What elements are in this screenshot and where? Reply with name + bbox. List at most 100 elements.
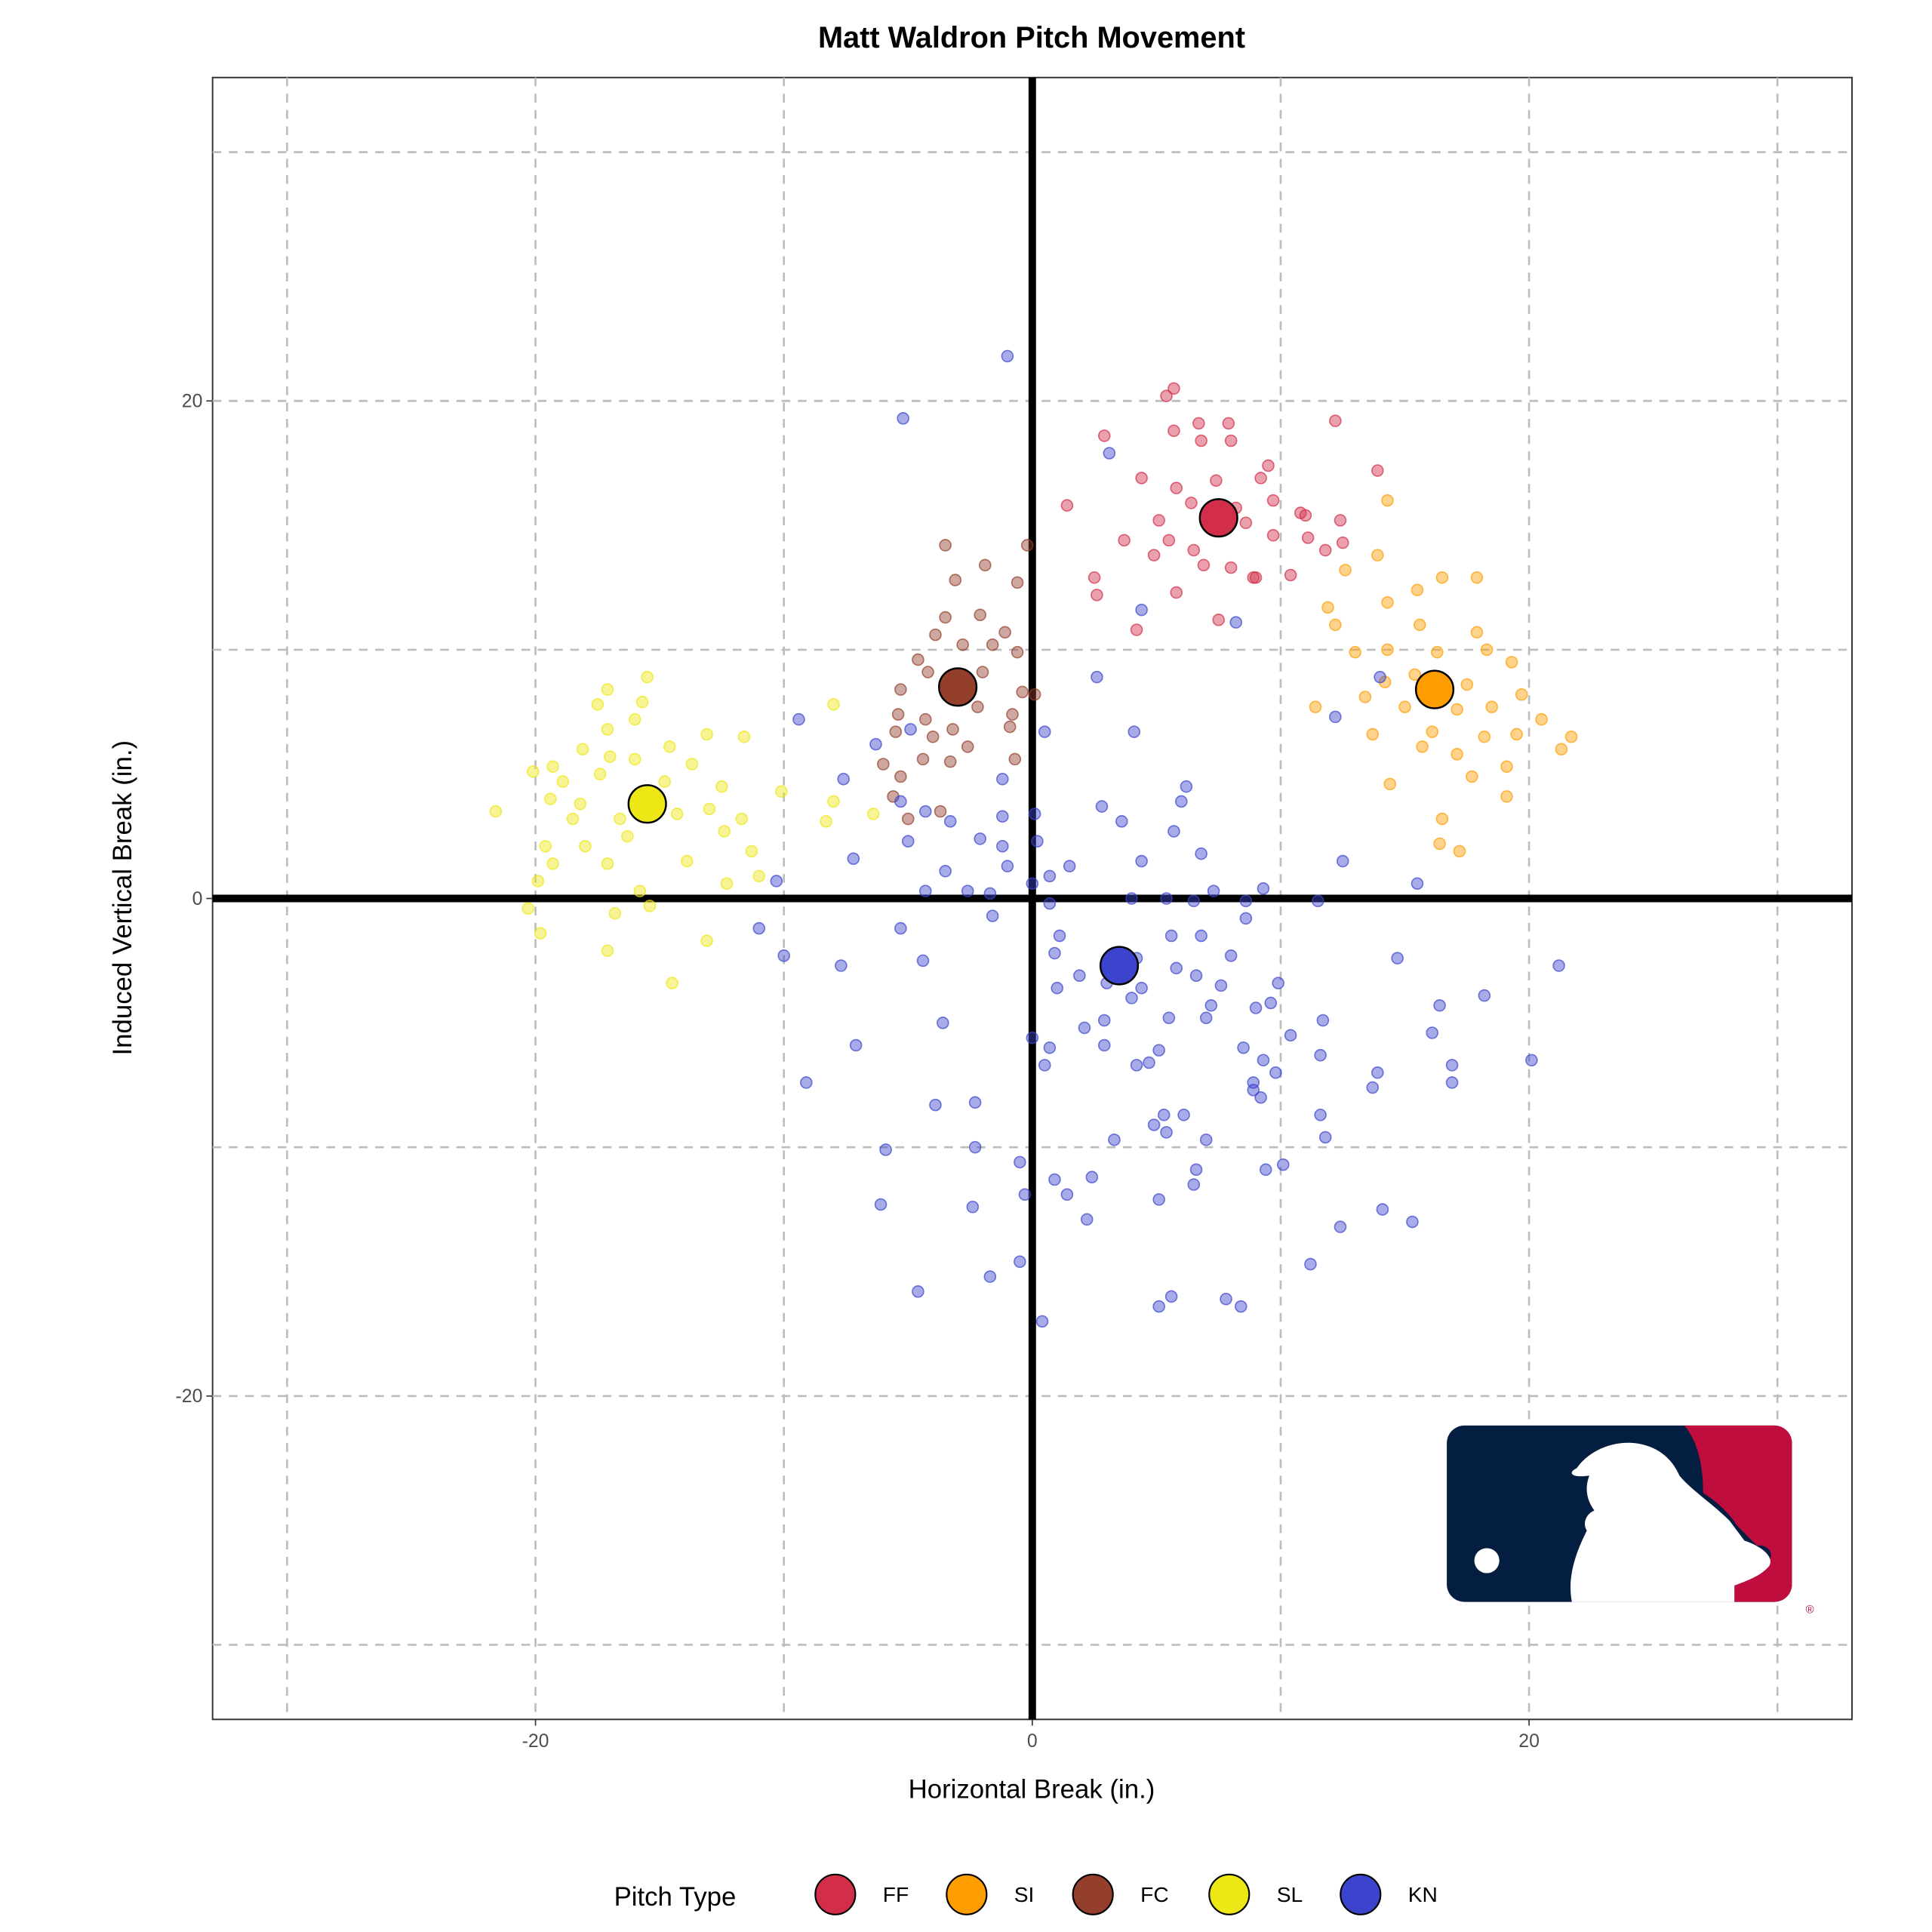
- point-kn: [961, 884, 974, 897]
- zero-lines: [212, 77, 1852, 1720]
- point-kn: [1187, 894, 1201, 908]
- point-ff: [1284, 568, 1297, 582]
- point-kn: [1043, 1041, 1057, 1054]
- point-fc: [978, 558, 992, 572]
- point-kn: [1316, 1014, 1330, 1027]
- point-kn: [1053, 929, 1066, 943]
- point-kn: [1312, 894, 1324, 908]
- point-kn: [937, 1017, 949, 1029]
- point-ff: [1262, 459, 1275, 472]
- point-kn: [847, 852, 860, 866]
- point-kn: [1237, 1041, 1250, 1054]
- point-ff: [1118, 534, 1131, 547]
- legend-label-fc: FC: [1140, 1883, 1169, 1906]
- point-sl: [489, 804, 503, 818]
- point-fc: [1011, 576, 1024, 589]
- point-kn: [968, 1096, 982, 1109]
- legend-key-fc: [1072, 1873, 1114, 1915]
- point-sl: [681, 854, 694, 868]
- point-ff: [1371, 464, 1384, 477]
- point-kn: [986, 909, 999, 922]
- legend-label-ff: FF: [883, 1883, 909, 1906]
- point-ff: [1185, 497, 1198, 509]
- point-kn: [894, 921, 907, 935]
- point-sl: [579, 840, 592, 853]
- y-tick-label: 0: [192, 889, 203, 909]
- point-fc: [1028, 688, 1041, 701]
- point-kn: [1001, 349, 1014, 363]
- point-fc: [1008, 752, 1022, 766]
- point-kn: [1199, 1011, 1213, 1025]
- point-si: [1381, 494, 1394, 507]
- point-kn: [1336, 854, 1349, 868]
- point-kn: [1239, 894, 1253, 908]
- point-sl: [539, 840, 552, 853]
- point-kn: [1080, 1213, 1094, 1226]
- point-kn: [1001, 860, 1014, 872]
- point-fc: [889, 725, 903, 738]
- point-sl: [544, 792, 557, 805]
- point-fc: [998, 626, 1011, 639]
- point-sl: [700, 934, 713, 947]
- point-sl: [593, 768, 607, 780]
- point-kn: [869, 737, 882, 751]
- point-si: [1381, 595, 1394, 609]
- point-kn: [1164, 929, 1178, 943]
- point-si: [1466, 770, 1478, 783]
- point-kn: [974, 832, 986, 845]
- point-kn: [1264, 996, 1278, 1010]
- point-kn: [968, 1140, 982, 1154]
- point-fc: [877, 758, 890, 771]
- point-fc: [916, 752, 930, 766]
- point-kn: [1314, 1109, 1327, 1121]
- x-tick-label: 20: [1518, 1731, 1540, 1752]
- point-fc: [939, 539, 952, 552]
- point-kn: [1224, 949, 1238, 962]
- point-sl: [718, 825, 731, 838]
- point-si: [1470, 626, 1484, 639]
- point-kn: [1426, 1026, 1439, 1039]
- point-ff: [1210, 474, 1223, 488]
- point-ff: [1162, 534, 1176, 547]
- point-kn: [1318, 1131, 1332, 1144]
- point-kn: [1478, 989, 1491, 1002]
- point-kn: [1257, 1054, 1270, 1067]
- point-kn: [1284, 1029, 1297, 1042]
- point-ff: [1195, 434, 1208, 448]
- legend-key-ff: [814, 1873, 857, 1915]
- point-kn: [929, 1098, 942, 1112]
- point-sl: [685, 758, 699, 771]
- point-kn: [1014, 1155, 1026, 1169]
- point-si: [1485, 700, 1498, 713]
- point-kn: [1103, 447, 1116, 460]
- point-kn: [1147, 1118, 1161, 1131]
- point-si: [1515, 688, 1528, 701]
- point-ff: [1170, 586, 1183, 599]
- point-kn: [874, 1198, 888, 1211]
- y-tick-label: -20: [176, 1386, 203, 1407]
- legend-label-sl: SL: [1277, 1883, 1303, 1906]
- point-kn: [894, 795, 907, 808]
- point-sl: [628, 712, 641, 726]
- point-si: [1451, 703, 1463, 716]
- point-kn: [752, 921, 766, 935]
- point-fc: [1003, 720, 1017, 734]
- point-ff: [1318, 543, 1332, 557]
- point-kn: [1125, 992, 1138, 1004]
- point-kn: [1051, 981, 1064, 995]
- point-sl: [670, 808, 684, 820]
- point-kn: [770, 875, 783, 888]
- point-si: [1510, 728, 1523, 741]
- point-sl: [601, 857, 614, 870]
- point-kn: [1199, 1133, 1213, 1146]
- point-kn: [777, 949, 790, 962]
- point-kn: [1152, 1193, 1165, 1206]
- point-sl: [663, 740, 676, 753]
- point-kn: [1187, 1178, 1201, 1191]
- point-kn: [849, 1038, 863, 1052]
- point-fc: [939, 611, 952, 624]
- point-fc: [894, 683, 907, 696]
- point-kn: [1180, 780, 1193, 793]
- point-kn: [1014, 1255, 1026, 1269]
- y-tick-label: 20: [182, 392, 203, 412]
